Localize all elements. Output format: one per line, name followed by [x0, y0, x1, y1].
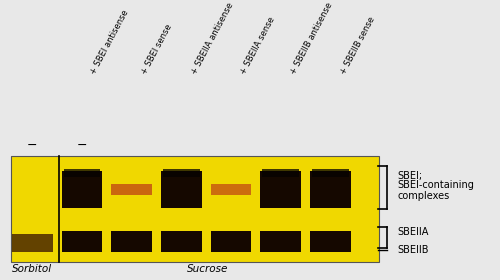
Bar: [163, 169, 200, 178]
Bar: [260, 231, 301, 252]
Text: complexes: complexes: [398, 191, 450, 201]
Bar: [310, 231, 351, 252]
Bar: [62, 231, 102, 252]
Bar: [310, 171, 351, 208]
Bar: [112, 185, 152, 195]
Text: + SBEI sense: + SBEI sense: [140, 23, 173, 76]
Text: SBEI-containing: SBEI-containing: [398, 180, 474, 190]
Text: SBEIIA: SBEIIA: [398, 227, 429, 237]
Text: SBEIIB: SBEIIB: [398, 245, 429, 255]
Text: + SBEIIA sense: + SBEIIA sense: [239, 16, 277, 76]
Bar: [12, 234, 52, 252]
Bar: [12, 156, 380, 262]
Bar: [64, 169, 100, 178]
Bar: [312, 169, 349, 178]
Bar: [262, 169, 299, 178]
Bar: [161, 171, 202, 208]
Bar: [210, 231, 252, 252]
Bar: [62, 171, 102, 208]
Bar: [260, 171, 301, 208]
Bar: [161, 231, 202, 252]
Bar: [112, 231, 152, 252]
Text: −: −: [76, 139, 87, 152]
Text: −: −: [27, 139, 38, 152]
Text: + SBEIIB sense: + SBEIIB sense: [338, 15, 376, 76]
Text: Sorbitol: Sorbitol: [12, 264, 52, 274]
Text: + SBEIIA antisense: + SBEIIA antisense: [190, 1, 235, 76]
Text: Sucrose: Sucrose: [187, 264, 228, 274]
Text: SBEI;: SBEI;: [398, 171, 423, 181]
Text: + SBEIIB antisense: + SBEIIB antisense: [289, 1, 335, 76]
Bar: [210, 184, 252, 195]
Text: + SBEI antisense: + SBEI antisense: [88, 9, 130, 76]
